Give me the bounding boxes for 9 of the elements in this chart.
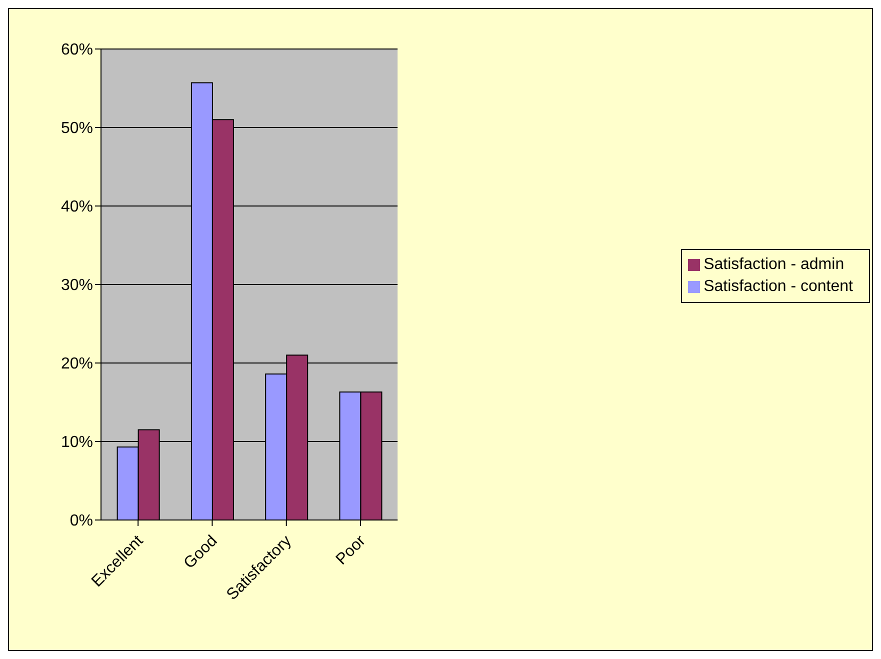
y-tick-label: 30% <box>60 277 93 294</box>
y-tick-label: 20% <box>60 356 93 373</box>
y-tick-label: 50% <box>60 120 93 138</box>
y-tick-label: 40% <box>60 198 93 216</box>
y-tick-label: 10% <box>60 434 93 452</box>
legend-label: Satisfaction - content <box>704 278 853 295</box>
y-tick-label: 0% <box>70 512 93 530</box>
y-tick-label: 60% <box>60 42 93 59</box>
legend-label: Satisfaction - admin <box>704 256 844 273</box>
